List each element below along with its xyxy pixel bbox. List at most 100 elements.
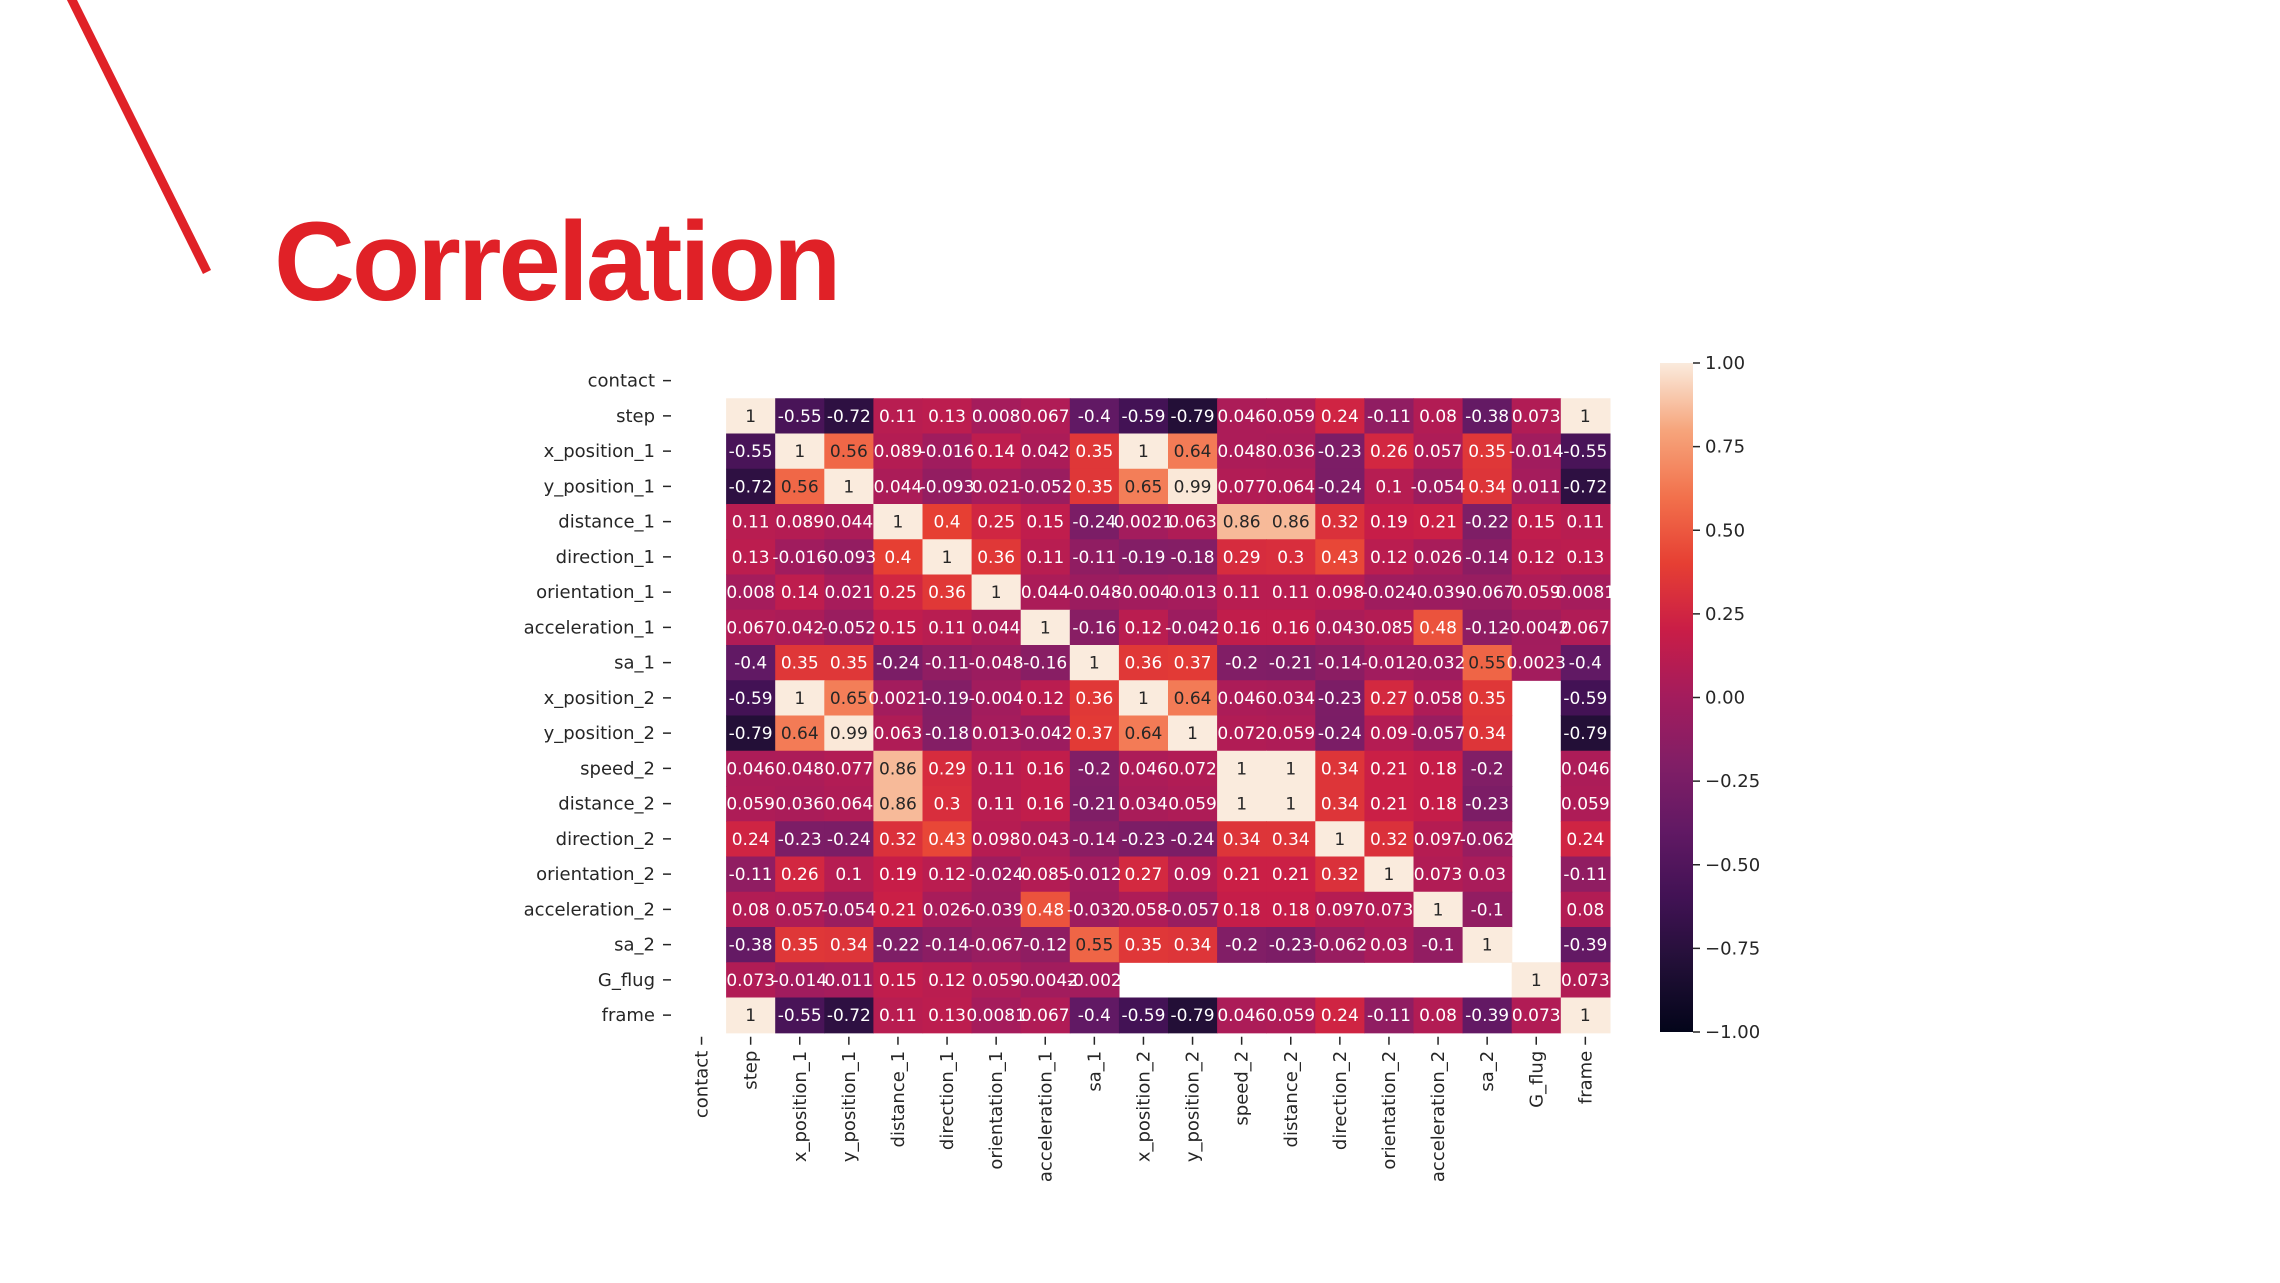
cell-annotation: 1 xyxy=(1138,442,1149,462)
column-label: distance_1 xyxy=(888,1051,909,1148)
heatmap-cell xyxy=(1020,821,1071,858)
cell-annotation: 0.43 xyxy=(928,830,966,850)
cell-annotation: 0.058 xyxy=(1119,900,1168,920)
cell-annotation: -0.39 xyxy=(1465,1006,1509,1026)
cell-annotation: 0.11 xyxy=(977,795,1015,815)
cell-annotation: 1 xyxy=(843,477,854,497)
cell-annotation: 1 xyxy=(1285,795,1296,815)
cell-annotation: 0.13 xyxy=(928,407,966,427)
cell-annotation: 1 xyxy=(1285,759,1296,779)
cell-annotation: 1 xyxy=(1482,936,1493,956)
heatmap-cell xyxy=(873,645,924,681)
cell-annotation: -0.18 xyxy=(1171,548,1215,568)
cell-annotation: -0.0042 xyxy=(1012,971,1078,991)
heatmap-cell xyxy=(824,715,874,752)
cell-annotation: 0.058 xyxy=(1414,689,1463,709)
cell-annotation: 0.16 xyxy=(1026,759,1064,779)
heatmap-cell xyxy=(824,962,874,999)
cell-annotation: 0.14 xyxy=(977,442,1015,462)
heatmap-cell xyxy=(873,398,924,435)
heatmap-cell xyxy=(1069,539,1120,576)
heatmap-cell xyxy=(824,997,874,1034)
cell-annotation: 0.046 xyxy=(1217,1006,1266,1026)
cell-annotation: -0.23 xyxy=(1121,830,1165,850)
heatmap-cell xyxy=(1364,398,1415,435)
heatmap-cell xyxy=(1118,927,1169,963)
heatmap-cell xyxy=(1217,398,1267,435)
cell-annotation: 0.15 xyxy=(1026,513,1064,533)
heatmap-cell xyxy=(1511,574,1562,611)
row-label: direction_1 xyxy=(556,547,655,568)
heatmap-cell xyxy=(1315,433,1365,470)
cell-annotation: 0.12 xyxy=(1370,548,1408,568)
cell-annotation: 0.11 xyxy=(928,618,966,638)
cell-annotation: -0.72 xyxy=(729,477,773,497)
cell-annotation: 0.011 xyxy=(1512,477,1561,497)
heatmap-cell xyxy=(1217,468,1267,505)
cell-annotation: 0.48 xyxy=(1026,900,1064,920)
heatmap-cell xyxy=(726,645,776,681)
heatmap-cell xyxy=(1217,574,1267,611)
cell-annotation: 0.35 xyxy=(830,654,868,674)
heatmap-cell xyxy=(1315,750,1365,787)
cell-annotation: 0.13 xyxy=(1566,548,1604,568)
cell-annotation: 0.3 xyxy=(1277,548,1304,568)
heatmap-cell xyxy=(1168,539,1218,576)
cell-annotation: 0.29 xyxy=(928,759,966,779)
heatmap-cell xyxy=(873,927,924,963)
heatmap-cell xyxy=(1413,539,1464,576)
heatmap-cell xyxy=(971,715,1022,752)
cell-annotation: 0.067 xyxy=(1561,618,1610,638)
heatmap-cell xyxy=(1364,609,1415,646)
cell-annotation: -0.38 xyxy=(729,936,773,956)
cell-annotation: -0.4 xyxy=(1078,1006,1111,1026)
heatmap-cell xyxy=(1069,750,1120,787)
cell-annotation: 0.063 xyxy=(1168,513,1217,533)
heatmap-cell xyxy=(1511,398,1562,435)
heatmap-cell xyxy=(1069,645,1120,681)
heatmap-cell xyxy=(1560,680,1611,717)
heatmap-cell xyxy=(1217,715,1267,752)
cell-annotation: 0.046 xyxy=(1119,759,1168,779)
cell-annotation: -0.72 xyxy=(827,1006,871,1026)
heatmap-cell xyxy=(1020,539,1071,576)
cell-annotation: 0.16 xyxy=(1026,795,1064,815)
column-label: contact xyxy=(692,1051,713,1118)
cell-annotation: 0.34 xyxy=(1321,795,1359,815)
cell-annotation: 0.097 xyxy=(1414,830,1463,850)
heatmap-cell xyxy=(1069,962,1120,999)
heatmap-cell xyxy=(1315,574,1365,611)
cell-annotation: -0.19 xyxy=(1121,548,1165,568)
cell-annotation: 0.059 xyxy=(1168,795,1217,815)
cell-annotation: 0.64 xyxy=(1174,442,1212,462)
heatmap-cell xyxy=(775,891,825,928)
heatmap-cell xyxy=(1511,539,1562,576)
heatmap-cell xyxy=(824,680,874,717)
cell-annotation: 0.11 xyxy=(879,1006,917,1026)
heatmap-cell xyxy=(1217,539,1267,576)
cell-annotation: 0.034 xyxy=(1119,795,1168,815)
heatmap-cell xyxy=(1069,574,1120,611)
column-label: x_position_2 xyxy=(1133,1051,1154,1162)
cell-annotation: 0.059 xyxy=(1512,583,1561,603)
cell-annotation: 0.046 xyxy=(1561,759,1610,779)
cell-annotation: 1 xyxy=(1089,654,1100,674)
heatmap-cell xyxy=(1217,609,1267,646)
cell-annotation: -0.0042 xyxy=(1503,618,1569,638)
cell-annotation: 0.11 xyxy=(1026,548,1064,568)
heatmap-cell xyxy=(726,821,776,858)
heatmap-cell xyxy=(1069,997,1120,1034)
cell-annotation: 0.048 xyxy=(1217,442,1266,462)
heatmap-cell xyxy=(1266,504,1316,540)
heatmap-cell xyxy=(824,645,874,681)
cell-annotation: 0.013 xyxy=(972,724,1021,744)
heatmap-cell xyxy=(1413,504,1464,540)
heatmap-cell xyxy=(1266,398,1316,435)
heatmap-cell xyxy=(1069,786,1120,822)
heatmap-cell xyxy=(824,821,874,858)
heatmap-cell xyxy=(971,539,1022,576)
heatmap-cell xyxy=(1118,468,1169,505)
heatmap-cell xyxy=(726,433,776,470)
cell-annotation: 0.86 xyxy=(879,795,917,815)
column-label: step xyxy=(741,1051,762,1090)
